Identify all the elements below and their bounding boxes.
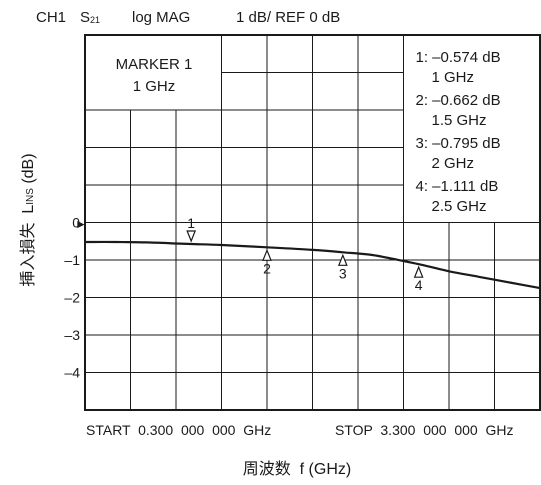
- markers: 1 2 3 4: [186, 215, 424, 293]
- s21-trace: [84, 240, 541, 290]
- marker-list-value: 2: –0.662 dB: [416, 92, 501, 109]
- marker-list-background: [403, 36, 539, 223]
- y-tick-label: –4: [64, 365, 80, 381]
- y-tick-label: –2: [64, 290, 80, 306]
- start-frequency: START 0.300 000 000 GHz: [86, 422, 271, 438]
- marker-label: 1: [187, 215, 195, 231]
- stop-frequency: STOP 3.300 000 000 GHz: [335, 422, 513, 438]
- y-tick-label: –3: [64, 327, 80, 343]
- marker-box-background: [86, 36, 222, 110]
- channel-label: CH1: [36, 9, 66, 26]
- marker-triangle: [186, 230, 197, 243]
- reference-level-marker: ►: [75, 217, 87, 231]
- marker-1: 1: [186, 215, 197, 243]
- marker-4: 4: [413, 265, 424, 293]
- annotation-masks: [85, 35, 540, 223]
- marker-list-frequency: 2.5 GHz: [432, 198, 487, 215]
- format-label: log MAG: [132, 9, 190, 26]
- marker-2: 2: [262, 248, 272, 276]
- y-tick-label: 0: [72, 215, 80, 231]
- marker-label: 4: [415, 277, 423, 293]
- marker-list-frequency: 2 GHz: [432, 155, 475, 172]
- y-tick-labels: 0 –1 –2 –3 –4: [64, 215, 80, 381]
- y-tick-label: –1: [64, 252, 80, 268]
- marker-list-frequency: 1 GHz: [432, 69, 475, 86]
- marker-3: 3: [337, 253, 348, 281]
- marker-list-frequency: 1.5 GHz: [432, 112, 487, 129]
- y-axis-title: 挿入損失 LINS (dB): [19, 153, 37, 286]
- marker-box-frequency: 1 GHz: [133, 78, 176, 95]
- sparam-label: S21: [80, 9, 100, 26]
- scale-label: 1 dB/ REF 0 dB: [236, 9, 340, 26]
- marker-label: 3: [339, 265, 347, 281]
- marker-label: 2: [263, 260, 271, 276]
- marker-list-value: 1: –0.574 dB: [416, 49, 501, 66]
- marker-list-value: 4: –1.111 dB: [416, 178, 499, 195]
- marker-triangle: [262, 248, 272, 261]
- x-axis-title: 周波数 f (GHz): [243, 460, 351, 478]
- marker-list: 1: –0.574 dB 1 GHz 2: –0.662 dB 1.5 GHz 3: –…: [416, 49, 501, 215]
- marker-triangle: [337, 253, 348, 266]
- plot-area: MARKER 1 1 GHz 1: –0.574 dB 1 GHz 2: –0.66…: [84, 34, 541, 411]
- plot-border: [84, 34, 541, 411]
- marker-box-title: MARKER 1: [116, 56, 193, 73]
- marker-triangle: [413, 265, 424, 278]
- marker-list-value: 3: –0.795 dB: [416, 135, 501, 152]
